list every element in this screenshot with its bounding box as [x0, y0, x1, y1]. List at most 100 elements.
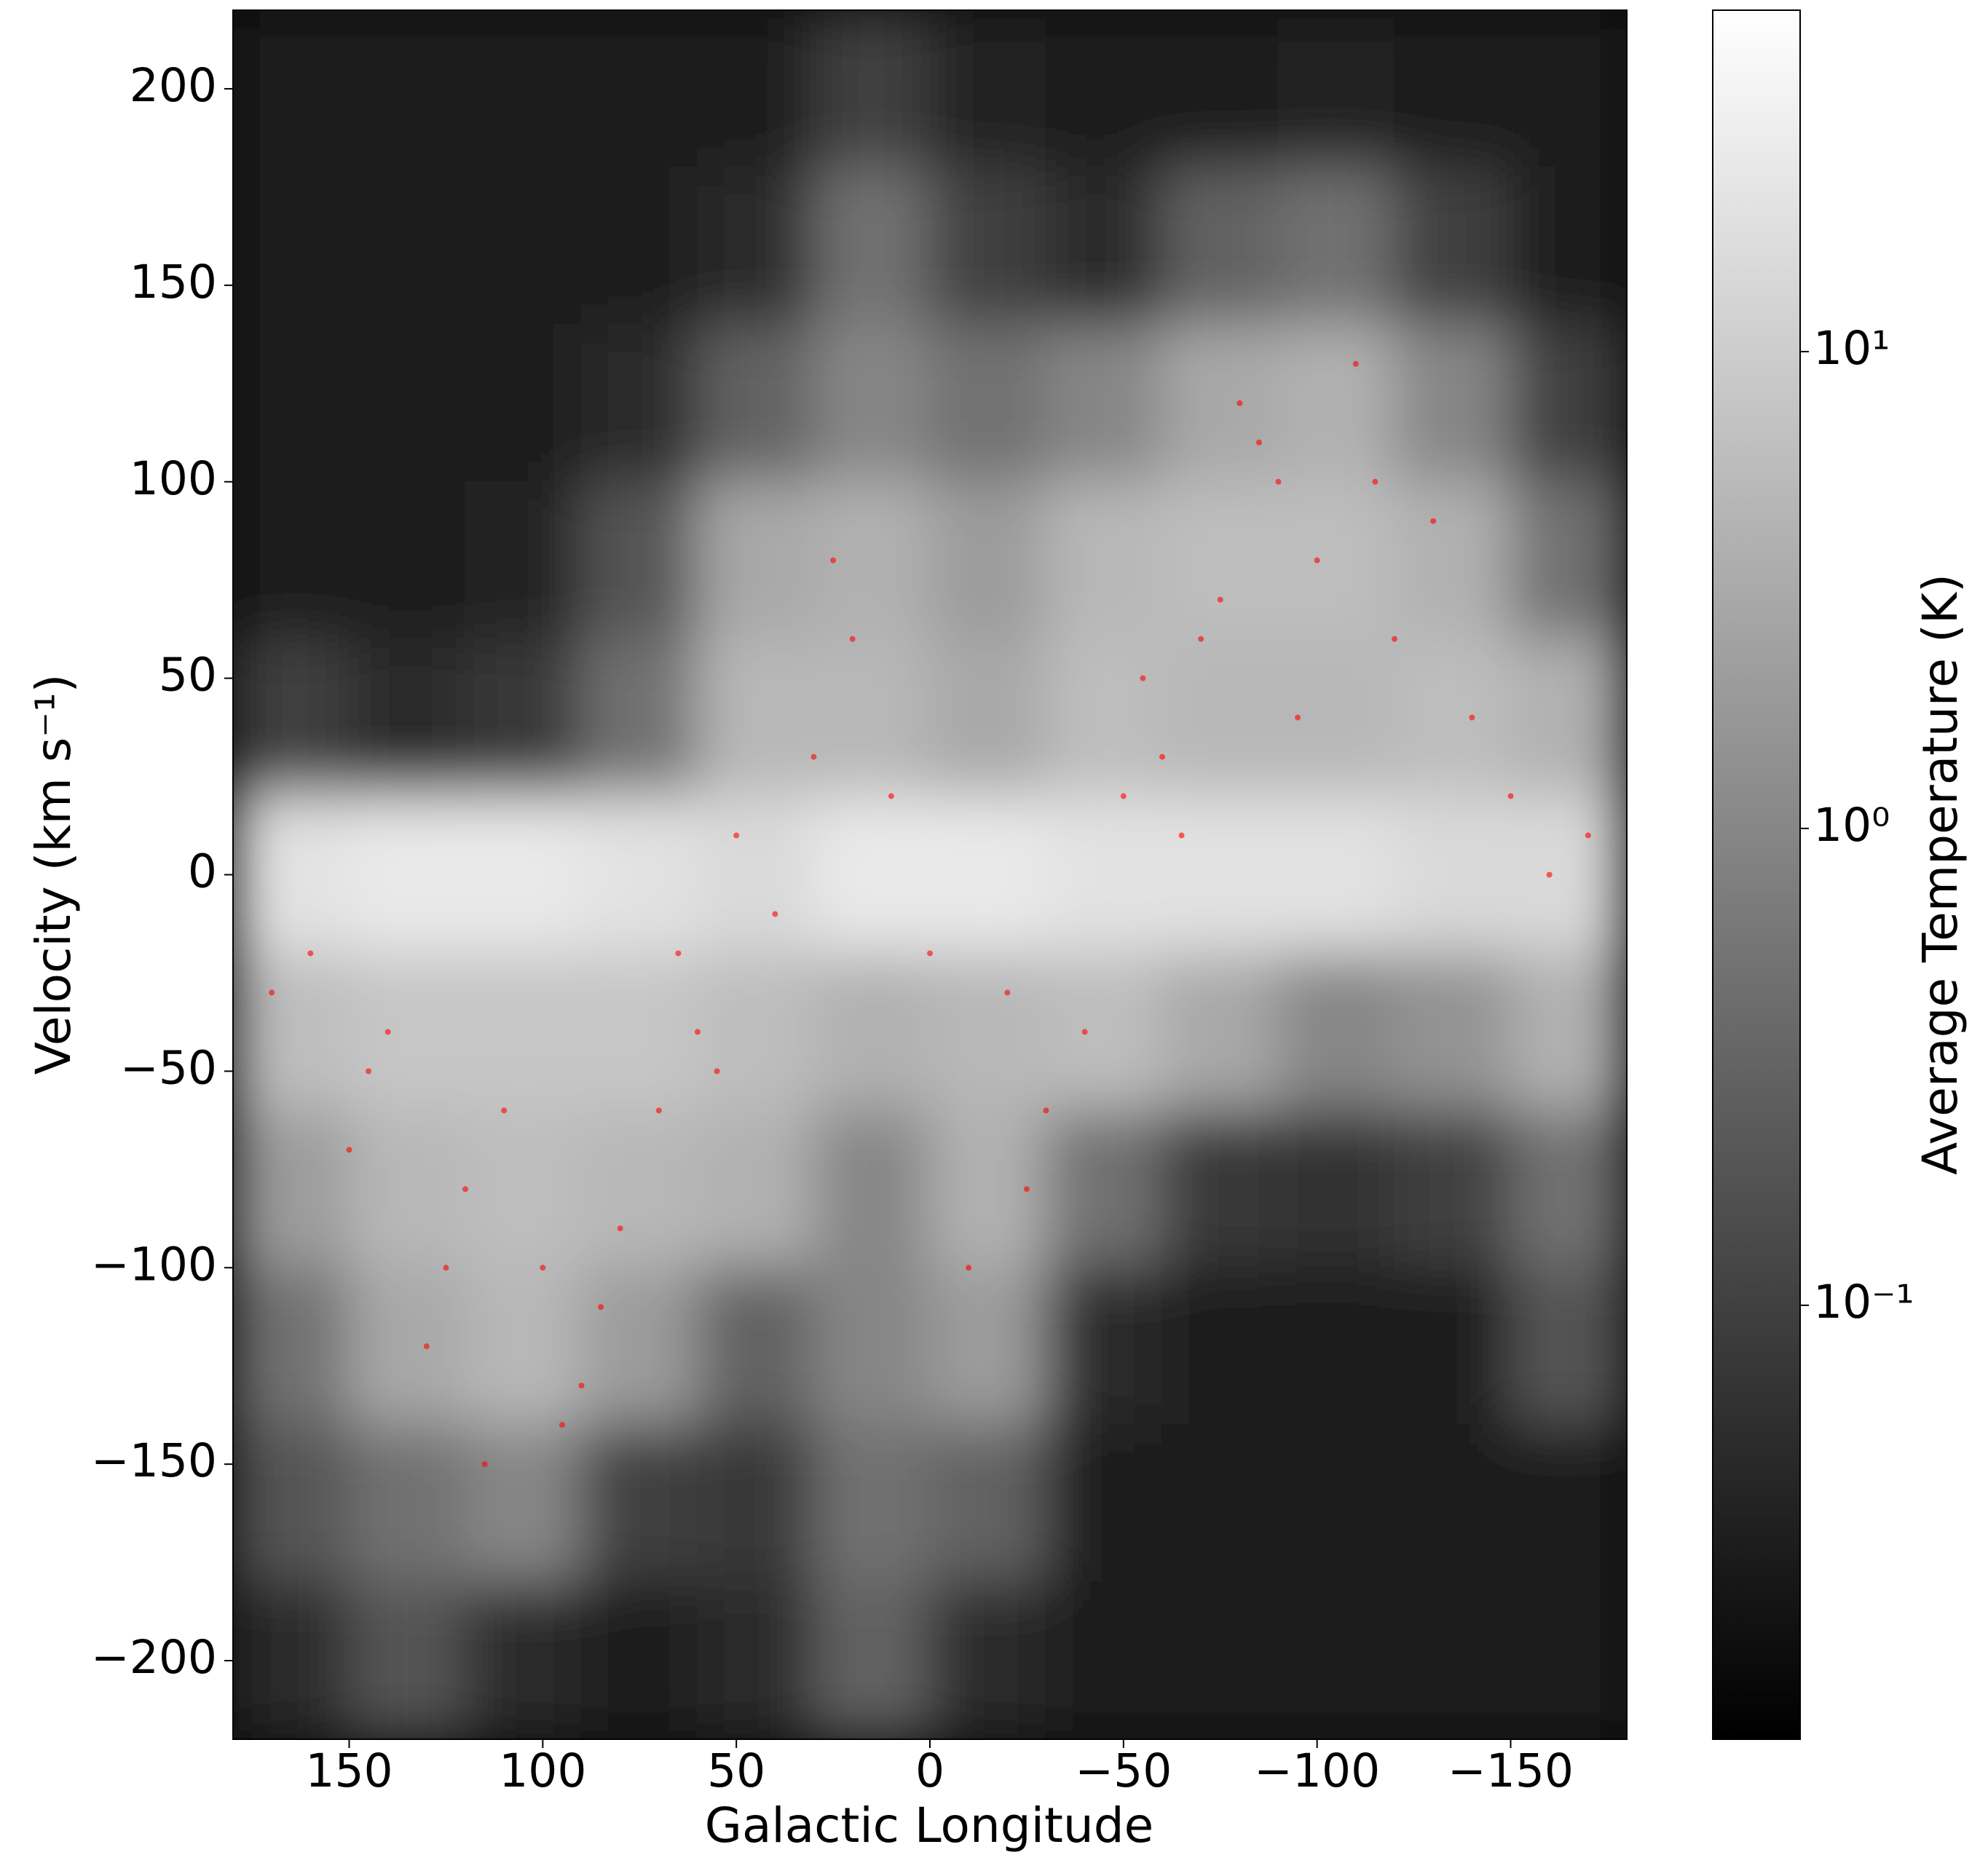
- scatter-point: [501, 1107, 508, 1114]
- heatmap-cell: [233, 480, 350, 640]
- heatmap-cell: [1394, 323, 1512, 483]
- heatmap-cell: [1161, 480, 1279, 640]
- heatmap-cell: [465, 1110, 583, 1269]
- scatter-point: [423, 1343, 430, 1350]
- scatter-point: [1585, 832, 1591, 839]
- heatmap-cell: [233, 10, 350, 168]
- heatmap-cell: [1394, 1267, 1512, 1426]
- scatter-point: [269, 989, 275, 996]
- heatmap-cell: [1510, 1581, 1627, 1739]
- heatmap-cell: [1277, 166, 1395, 325]
- colorbar-title: Average Temperature (K): [1912, 574, 1968, 1175]
- heatmap-cell: [465, 795, 583, 954]
- scatter-point: [1352, 360, 1359, 367]
- heatmap-cell: [1394, 638, 1512, 797]
- heatmap-cell: [1394, 1424, 1512, 1583]
- heatmap-cell: [1510, 1424, 1627, 1583]
- heatmap-cell: [1161, 795, 1279, 954]
- heatmap-cell: [1510, 166, 1627, 325]
- heatmap-cell: [1045, 1424, 1163, 1583]
- heatmap-cell: [1277, 1424, 1395, 1583]
- heatmap-cell: [1045, 795, 1163, 954]
- heatmap-cell: [1161, 1581, 1279, 1739]
- heatmap-cell: [697, 638, 815, 797]
- scatter-point: [443, 1265, 449, 1271]
- scatter-point: [617, 1225, 623, 1232]
- scatter-point: [1372, 478, 1378, 485]
- heatmap-cell: [1394, 952, 1512, 1112]
- heatmap-cell: [1045, 1581, 1163, 1739]
- heatmap-cell: [233, 1110, 350, 1269]
- x-tick-label: 0: [915, 1744, 944, 1797]
- scatter-point: [830, 557, 837, 563]
- x-tick-label: −150: [1448, 1744, 1574, 1797]
- scatter-point: [714, 1068, 720, 1075]
- heatmap-cell: [580, 1267, 698, 1426]
- heatmap-cell: [697, 166, 815, 325]
- heatmap-cell: [813, 795, 931, 954]
- scatter-point: [1469, 714, 1475, 721]
- heatmap-cell: [348, 638, 466, 797]
- heatmap-cell: [813, 10, 931, 168]
- heatmap-cell: [929, 1424, 1047, 1583]
- scatter-point: [307, 950, 314, 957]
- scatter-point: [1546, 871, 1553, 878]
- scatter-point: [1236, 400, 1243, 406]
- scatter-point: [1507, 793, 1514, 799]
- scatter-point: [366, 1068, 372, 1075]
- heatmap: [233, 10, 1627, 1739]
- x-tick-label: −50: [1075, 1744, 1172, 1797]
- scatter-point: [1159, 754, 1165, 760]
- heatmap-cell: [465, 638, 583, 797]
- heatmap-cell: [1161, 952, 1279, 1112]
- colorbar-tick-label: 10¹: [1813, 322, 1890, 375]
- scatter-point: [1430, 518, 1437, 524]
- x-tick-label: 100: [499, 1744, 586, 1797]
- heatmap-cell: [813, 1581, 931, 1739]
- x-tick-label: 150: [305, 1744, 393, 1797]
- heatmap-cell: [465, 323, 583, 483]
- heatmap-cell: [1045, 323, 1163, 483]
- heatmap-cell: [1161, 638, 1279, 797]
- scatter-point: [1043, 1107, 1049, 1114]
- heatmap-cell: [1277, 1581, 1395, 1739]
- heatmap-cell: [233, 795, 350, 954]
- scatter-point: [1295, 714, 1301, 721]
- heatmap-cell: [233, 323, 350, 483]
- heatmap-cell: [697, 795, 815, 954]
- heatmap-cell: [697, 323, 815, 483]
- heatmap-cell: [348, 952, 466, 1112]
- heatmap-cell: [697, 480, 815, 640]
- heatmap-cell: [233, 952, 350, 1112]
- heatmap-cell: [697, 1110, 815, 1269]
- scatter-point: [1275, 478, 1282, 485]
- heatmap-cell: [1277, 1267, 1395, 1426]
- heatmap-cell: [1277, 952, 1395, 1112]
- heatmap-cell: [1045, 1267, 1163, 1426]
- heatmap-cell: [929, 480, 1047, 640]
- colorbar-tick-label: 10⁰: [1813, 799, 1890, 852]
- heatmap-cell: [1161, 166, 1279, 325]
- scatter-point: [1178, 832, 1185, 839]
- heatmap-cell: [1161, 10, 1279, 168]
- heatmap-cell: [929, 166, 1047, 325]
- heatmap-cell: [1045, 10, 1163, 168]
- heatmap-cell: [1510, 1110, 1627, 1269]
- scatter-point: [1255, 439, 1262, 446]
- heatmap-cell: [813, 1424, 931, 1583]
- heatmap-cell: [1277, 480, 1395, 640]
- heatmap-cell: [1510, 795, 1627, 954]
- heatmap-cell: [465, 1581, 583, 1739]
- heatmap-cell: [1045, 480, 1163, 640]
- heatmap-cell: [233, 166, 350, 325]
- y-tick-label: 200: [130, 59, 217, 112]
- heatmap-cell: [348, 1267, 466, 1426]
- scatter-point: [1314, 557, 1320, 563]
- scatter-point: [1023, 1186, 1030, 1192]
- heatmap-cell: [813, 323, 931, 483]
- heatmap-cell: [465, 1267, 583, 1426]
- heatmap-cell: [929, 1267, 1047, 1426]
- heatmap-cell: [697, 1267, 815, 1426]
